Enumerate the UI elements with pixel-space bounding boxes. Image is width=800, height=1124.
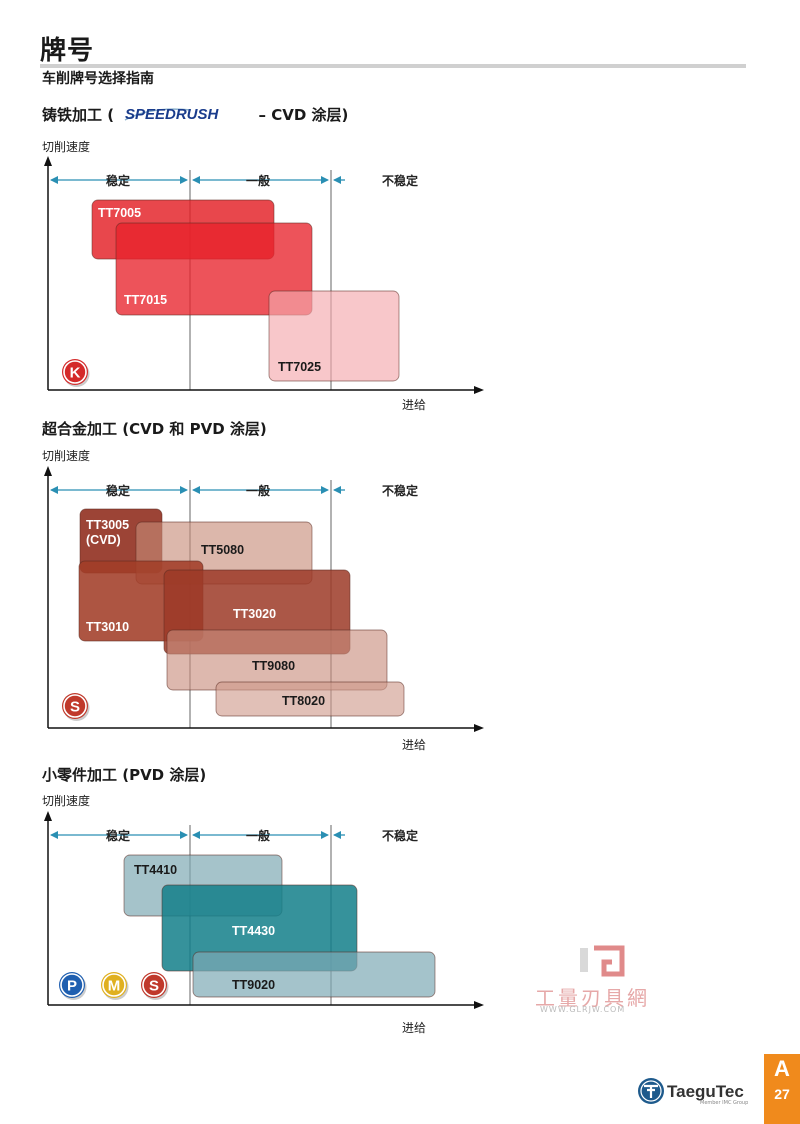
material-badge-s-icon: S: [62, 693, 90, 721]
zone-label-2: 一般: [246, 483, 270, 498]
svg-text:K: K: [70, 365, 81, 382]
zone-label-1: 稳定: [106, 483, 130, 498]
svg-text:M: M: [108, 978, 121, 995]
svg-text:S: S: [70, 699, 80, 716]
grade-label-tt7005: TT7005: [98, 206, 141, 220]
watermark-text: 工量刃具網: [535, 986, 650, 1010]
taegutec-logo-icon: [638, 1078, 664, 1104]
zone-label-3: 不稳定: [382, 173, 418, 188]
brand-tagline: Member IMC Group: [700, 1100, 749, 1106]
y-axis-arrow-icon: [44, 156, 52, 166]
grade-box-tt3005: [79, 508, 163, 574]
y-axis-arrow-icon: [44, 811, 52, 821]
grade-label-tt3005: TT3005: [86, 518, 129, 532]
section-2-x-label: 进给: [402, 738, 427, 752]
zone-label-2: 一般: [246, 173, 270, 188]
page-subtitle: 车削牌号选择指南: [42, 71, 154, 87]
grade-label-tt3020: TT3020: [233, 607, 276, 621]
x-axis-arrow-icon: [474, 724, 484, 732]
page-title: 牌号: [40, 36, 95, 66]
zone-arrow-1: [50, 176, 188, 184]
grade-box-tt3010: [78, 560, 204, 642]
grade-box-tt9080: [166, 629, 388, 691]
zone-arrow-1: [50, 486, 188, 494]
zone-label-3: 不稳定: [382, 483, 418, 498]
svg-text:P: P: [67, 978, 77, 995]
brand-name: TaeguTec: [667, 1082, 744, 1101]
grade-box-tt7005: [91, 199, 275, 260]
grade-label-tt9080: TT9080: [252, 659, 295, 673]
section-3-x-label: 进给: [402, 1021, 427, 1035]
grade-box-tt7015: [115, 222, 313, 316]
section-2-title: 超合金加工 (CVD 和 PVD 涂层): [42, 420, 267, 438]
grade-box-tt7025: [268, 290, 400, 382]
grade-label-tt7015: TT7015: [124, 293, 167, 307]
grade-box-tt4430: [161, 884, 358, 972]
grade-box-tt8020: [215, 681, 405, 717]
material-badge-m-icon: M: [101, 972, 129, 1000]
speedrush-logo: SPEEDRUSH: [124, 106, 220, 123]
section-1-title-prefix: 铸铁加工 (: [42, 106, 115, 124]
grade-box-tt4410: [123, 854, 283, 917]
x-axis-arrow-icon: [474, 1001, 484, 1009]
section-1-y-label: 切削速度: [42, 140, 91, 154]
x-axis-arrow-icon: [474, 386, 484, 394]
section-tab: [764, 1054, 800, 1124]
material-badge-p-icon: P: [59, 972, 87, 1000]
title-rule: [40, 64, 746, 68]
section-2-y-label: 切削速度: [42, 449, 91, 463]
zone-label-3: 不稳定: [382, 828, 418, 843]
speedrush-logo-text: SPEEDRUSH: [125, 106, 220, 123]
grade-label-tt4410: TT4410: [134, 863, 177, 877]
section-3-y-label: 切削速度: [42, 794, 91, 808]
grade-sublabel-tt3005: (CVD): [86, 533, 121, 547]
section-1-x-label: 进给: [402, 398, 427, 412]
section-3-title: 小零件加工 (PVD 涂层): [42, 766, 207, 784]
zone-label-2: 一般: [246, 828, 270, 843]
zone-arrow-2: [192, 176, 329, 184]
grade-box-tt5080: [135, 521, 313, 585]
watermark-logo-icon: [580, 945, 625, 977]
zone-arrow-3: [333, 176, 345, 184]
section-1-title: 铸铁加工 ( SPEEDRUSH – CVD 涂层): [42, 104, 348, 125]
grade-label-tt7025: TT7025: [278, 360, 321, 374]
grade-label-tt4430: TT4430: [232, 924, 275, 938]
zone-label-1: 稳定: [106, 173, 130, 188]
page-number: 27: [774, 1086, 790, 1102]
zone-arrow-3: [333, 831, 345, 839]
zone-arrow-2: [192, 831, 329, 839]
watermark-url: WWW.GLRJW.COM: [540, 1005, 626, 1014]
zone-arrow-1: [50, 831, 188, 839]
zone-arrow-3: [333, 486, 345, 494]
y-axis-arrow-icon: [44, 466, 52, 476]
section-tab-letter: A: [774, 1056, 790, 1081]
zone-arrow-2: [192, 486, 329, 494]
grade-label-tt9020: TT9020: [232, 978, 275, 992]
grade-label-tt5080: TT5080: [201, 543, 244, 557]
svg-text:S: S: [149, 978, 159, 995]
material-badge-s-icon: S: [141, 972, 169, 1000]
grade-label-tt8020: TT8020: [282, 694, 325, 708]
grade-box-tt9020: [192, 951, 436, 998]
zone-label-1: 稳定: [106, 828, 130, 843]
grade-box-tt3020: [163, 569, 351, 655]
grade-label-tt3010: TT3010: [86, 620, 129, 634]
section-1-title-suffix: – CVD 涂层): [258, 106, 349, 124]
material-badge-k-icon: K: [62, 359, 90, 387]
